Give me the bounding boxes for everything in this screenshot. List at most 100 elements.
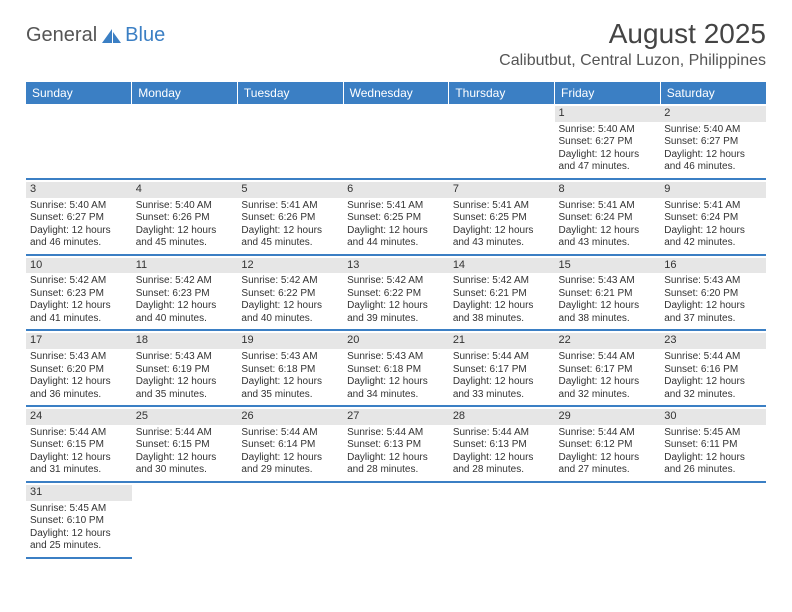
day-number: 15	[555, 258, 661, 274]
sunrise-text: Sunrise: 5:41 AM	[241, 200, 339, 213]
day2-text: and 40 minutes.	[136, 313, 234, 326]
sunset-text: Sunset: 6:21 PM	[453, 288, 551, 301]
sunset-text: Sunset: 6:12 PM	[559, 439, 657, 452]
day-number: 24	[26, 409, 132, 425]
day2-text: and 32 minutes.	[559, 389, 657, 402]
day-number: 30	[660, 409, 766, 425]
day1-text: Daylight: 12 hours	[136, 300, 234, 313]
calendar-row: 31Sunrise: 5:45 AMSunset: 6:10 PMDayligh…	[26, 482, 766, 558]
day-number: 16	[660, 258, 766, 274]
sunset-text: Sunset: 6:24 PM	[559, 212, 657, 225]
day-number: 22	[555, 333, 661, 349]
weekday-header: Sunday	[26, 82, 132, 104]
sunrise-text: Sunrise: 5:40 AM	[559, 124, 657, 137]
day2-text: and 47 minutes.	[559, 161, 657, 174]
calendar-body: 1Sunrise: 5:40 AMSunset: 6:27 PMDaylight…	[26, 104, 766, 558]
day2-text: and 43 minutes.	[559, 237, 657, 250]
day1-text: Daylight: 12 hours	[559, 149, 657, 162]
sunset-text: Sunset: 6:15 PM	[136, 439, 234, 452]
day2-text: and 29 minutes.	[241, 464, 339, 477]
day-cell: 12Sunrise: 5:42 AMSunset: 6:22 PMDayligh…	[237, 255, 343, 331]
sunset-text: Sunset: 6:10 PM	[30, 515, 128, 528]
sunset-text: Sunset: 6:23 PM	[30, 288, 128, 301]
day-cell: 21Sunrise: 5:44 AMSunset: 6:17 PMDayligh…	[449, 330, 555, 406]
sunrise-text: Sunrise: 5:43 AM	[559, 275, 657, 288]
day1-text: Daylight: 12 hours	[347, 225, 445, 238]
day-number: 27	[343, 409, 449, 425]
sunset-text: Sunset: 6:27 PM	[664, 136, 762, 149]
sunrise-text: Sunrise: 5:44 AM	[453, 427, 551, 440]
sunrise-text: Sunrise: 5:40 AM	[664, 124, 762, 137]
day-number: 19	[237, 333, 343, 349]
day2-text: and 36 minutes.	[30, 389, 128, 402]
sunset-text: Sunset: 6:18 PM	[347, 364, 445, 377]
empty-cell	[660, 482, 766, 558]
day1-text: Daylight: 12 hours	[30, 452, 128, 465]
day2-text: and 46 minutes.	[30, 237, 128, 250]
day2-text: and 39 minutes.	[347, 313, 445, 326]
sunrise-text: Sunrise: 5:40 AM	[136, 200, 234, 213]
sunset-text: Sunset: 6:24 PM	[664, 212, 762, 225]
sunset-text: Sunset: 6:27 PM	[559, 136, 657, 149]
day1-text: Daylight: 12 hours	[136, 225, 234, 238]
sunrise-text: Sunrise: 5:42 AM	[453, 275, 551, 288]
sunrise-text: Sunrise: 5:40 AM	[30, 200, 128, 213]
day-cell: 13Sunrise: 5:42 AMSunset: 6:22 PMDayligh…	[343, 255, 449, 331]
day-cell: 10Sunrise: 5:42 AMSunset: 6:23 PMDayligh…	[26, 255, 132, 331]
day-number: 9	[660, 182, 766, 198]
day-number: 14	[449, 258, 555, 274]
day-cell: 2Sunrise: 5:40 AMSunset: 6:27 PMDaylight…	[660, 104, 766, 179]
day2-text: and 30 minutes.	[136, 464, 234, 477]
day-cell: 5Sunrise: 5:41 AMSunset: 6:26 PMDaylight…	[237, 179, 343, 255]
empty-cell	[449, 104, 555, 179]
weekday-header: Tuesday	[237, 82, 343, 104]
day-cell: 4Sunrise: 5:40 AMSunset: 6:26 PMDaylight…	[132, 179, 238, 255]
day1-text: Daylight: 12 hours	[559, 300, 657, 313]
sunrise-text: Sunrise: 5:41 AM	[453, 200, 551, 213]
day-number: 2	[660, 106, 766, 122]
sunrise-text: Sunrise: 5:44 AM	[136, 427, 234, 440]
day-number: 5	[237, 182, 343, 198]
day-cell: 1Sunrise: 5:40 AMSunset: 6:27 PMDaylight…	[555, 104, 661, 179]
sunset-text: Sunset: 6:18 PM	[241, 364, 339, 377]
day-number: 26	[237, 409, 343, 425]
sunset-text: Sunset: 6:22 PM	[241, 288, 339, 301]
empty-cell	[132, 482, 238, 558]
day2-text: and 38 minutes.	[453, 313, 551, 326]
day-cell: 25Sunrise: 5:44 AMSunset: 6:15 PMDayligh…	[132, 406, 238, 482]
sunset-text: Sunset: 6:25 PM	[347, 212, 445, 225]
weekday-header-row: Sunday Monday Tuesday Wednesday Thursday…	[26, 82, 766, 104]
sunrise-text: Sunrise: 5:42 AM	[241, 275, 339, 288]
sunset-text: Sunset: 6:17 PM	[559, 364, 657, 377]
day-cell: 23Sunrise: 5:44 AMSunset: 6:16 PMDayligh…	[660, 330, 766, 406]
day1-text: Daylight: 12 hours	[136, 376, 234, 389]
sunrise-text: Sunrise: 5:43 AM	[347, 351, 445, 364]
sunset-text: Sunset: 6:27 PM	[30, 212, 128, 225]
day-number: 12	[237, 258, 343, 274]
weekday-header: Thursday	[449, 82, 555, 104]
day-cell: 17Sunrise: 5:43 AMSunset: 6:20 PMDayligh…	[26, 330, 132, 406]
sunset-text: Sunset: 6:13 PM	[453, 439, 551, 452]
day2-text: and 33 minutes.	[453, 389, 551, 402]
day-number: 21	[449, 333, 555, 349]
day1-text: Daylight: 12 hours	[241, 452, 339, 465]
sunset-text: Sunset: 6:22 PM	[347, 288, 445, 301]
day-cell: 24Sunrise: 5:44 AMSunset: 6:15 PMDayligh…	[26, 406, 132, 482]
day1-text: Daylight: 12 hours	[347, 300, 445, 313]
day-cell: 3Sunrise: 5:40 AMSunset: 6:27 PMDaylight…	[26, 179, 132, 255]
day2-text: and 46 minutes.	[664, 161, 762, 174]
day2-text: and 42 minutes.	[664, 237, 762, 250]
day1-text: Daylight: 12 hours	[453, 376, 551, 389]
logo: General Blue	[26, 24, 165, 47]
weekday-header: Saturday	[660, 82, 766, 104]
day-cell: 15Sunrise: 5:43 AMSunset: 6:21 PMDayligh…	[555, 255, 661, 331]
day1-text: Daylight: 12 hours	[241, 300, 339, 313]
day1-text: Daylight: 12 hours	[30, 528, 128, 541]
day-cell: 29Sunrise: 5:44 AMSunset: 6:12 PMDayligh…	[555, 406, 661, 482]
day-cell: 27Sunrise: 5:44 AMSunset: 6:13 PMDayligh…	[343, 406, 449, 482]
sunrise-text: Sunrise: 5:42 AM	[347, 275, 445, 288]
calendar-row: 17Sunrise: 5:43 AMSunset: 6:20 PMDayligh…	[26, 330, 766, 406]
calendar-row: 10Sunrise: 5:42 AMSunset: 6:23 PMDayligh…	[26, 255, 766, 331]
day2-text: and 34 minutes.	[347, 389, 445, 402]
day-cell: 20Sunrise: 5:43 AMSunset: 6:18 PMDayligh…	[343, 330, 449, 406]
